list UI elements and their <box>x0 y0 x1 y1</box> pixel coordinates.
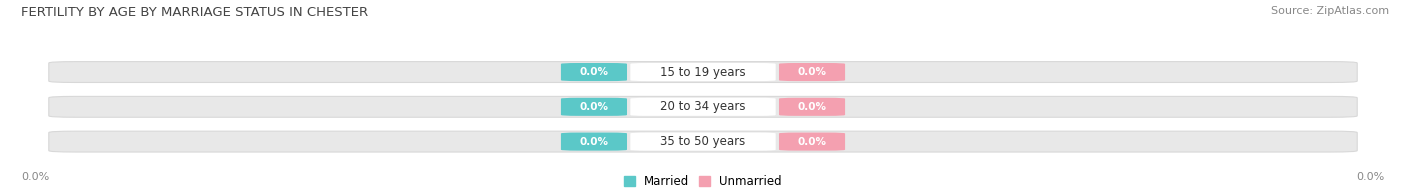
FancyBboxPatch shape <box>630 63 776 81</box>
Text: 15 to 19 years: 15 to 19 years <box>661 65 745 79</box>
FancyBboxPatch shape <box>49 131 1357 152</box>
FancyBboxPatch shape <box>49 96 1357 117</box>
Text: 35 to 50 years: 35 to 50 years <box>661 135 745 148</box>
FancyBboxPatch shape <box>779 98 845 116</box>
Text: 0.0%: 0.0% <box>579 137 609 147</box>
Text: 0.0%: 0.0% <box>21 172 49 182</box>
FancyBboxPatch shape <box>49 62 1357 83</box>
Text: 0.0%: 0.0% <box>579 102 609 112</box>
Legend: Married, Unmarried: Married, Unmarried <box>624 175 782 188</box>
Text: 0.0%: 0.0% <box>797 67 827 77</box>
FancyBboxPatch shape <box>630 98 776 116</box>
Text: FERTILITY BY AGE BY MARRIAGE STATUS IN CHESTER: FERTILITY BY AGE BY MARRIAGE STATUS IN C… <box>21 6 368 19</box>
FancyBboxPatch shape <box>561 132 627 151</box>
Text: 20 to 34 years: 20 to 34 years <box>661 100 745 113</box>
FancyBboxPatch shape <box>561 63 627 81</box>
Text: 0.0%: 0.0% <box>797 137 827 147</box>
Text: 0.0%: 0.0% <box>1357 172 1385 182</box>
FancyBboxPatch shape <box>630 132 776 151</box>
Text: 0.0%: 0.0% <box>797 102 827 112</box>
Text: Source: ZipAtlas.com: Source: ZipAtlas.com <box>1271 6 1389 16</box>
FancyBboxPatch shape <box>779 132 845 151</box>
Text: 0.0%: 0.0% <box>579 67 609 77</box>
FancyBboxPatch shape <box>779 63 845 81</box>
FancyBboxPatch shape <box>561 98 627 116</box>
